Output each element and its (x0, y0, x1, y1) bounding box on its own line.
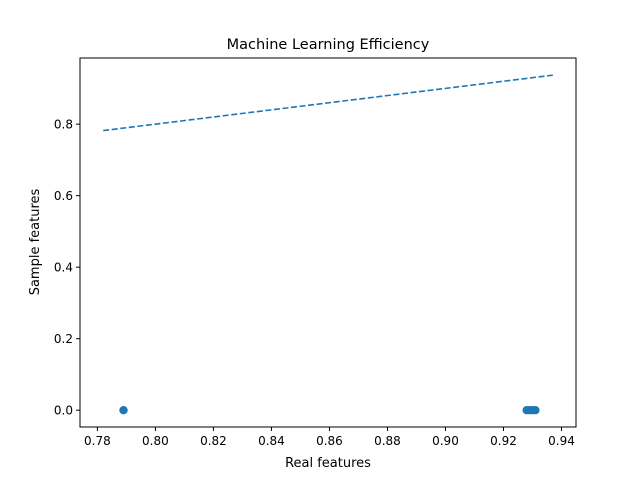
reference-line (103, 74, 553, 132)
y-tick-label: 0.2 (54, 332, 73, 346)
plot-area (103, 74, 553, 415)
axes-frame (79, 57, 577, 428)
axis-ticks: 0.78 0.80 0.82 0.84 0.86 0.88 0.90 0.92 0.94 0.0 0… (54, 118, 575, 448)
x-axis-label: Real features (285, 456, 371, 471)
x-tick-label: 0.90 (432, 434, 459, 448)
x-tick-label: 0.86 (316, 434, 343, 448)
x-tick-label: 0.84 (258, 434, 285, 448)
y-tick-label: 0.4 (54, 261, 73, 275)
x-tick-label: 0.88 (374, 434, 401, 448)
x-tick-label: 0.82 (200, 434, 227, 448)
chart-title: Machine Learning Efficiency (227, 37, 430, 53)
x-tick-label: 0.78 (84, 434, 111, 448)
scatter-point (531, 405, 540, 415)
y-tick-label: 0.0 (54, 404, 73, 418)
x-tick-label: 0.94 (548, 434, 575, 448)
scatter-point (119, 405, 128, 415)
x-tick-label: 0.92 (490, 434, 517, 448)
y-tick-label: 0.8 (54, 118, 73, 132)
y-axis-label: Sample features (28, 188, 43, 295)
x-tick-label: 0.80 (142, 434, 169, 448)
y-tick-label: 0.6 (54, 189, 73, 203)
